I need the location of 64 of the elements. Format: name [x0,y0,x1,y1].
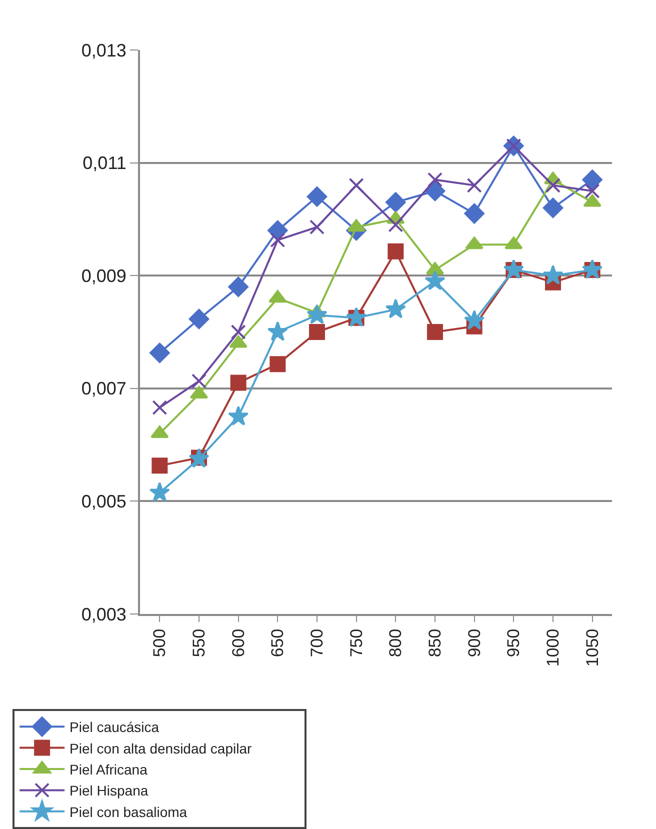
point [267,321,288,341]
point [152,458,168,474]
x-tick-label: 1000 [544,628,563,667]
point [188,308,210,330]
point [150,426,169,438]
x-tick-label: 700 [308,628,327,658]
point [149,482,170,502]
point [306,304,328,324]
point [386,192,406,212]
point [229,335,248,348]
point [546,178,560,193]
x-tick-label: 750 [346,628,366,658]
point [310,220,324,235]
point [464,203,484,224]
point [309,324,325,340]
point [230,324,246,340]
point [306,186,328,207]
point [464,310,485,330]
point [583,194,602,207]
y-tick-label: 0,005 [81,492,126,512]
point [584,184,600,198]
y-tick-label: 0,011 [82,153,126,174]
x-tick-label: 600 [228,628,248,658]
point [427,324,443,340]
point [270,356,286,372]
y-tick-label: 0,007 [81,378,126,399]
x-tick-label: 950 [504,628,524,658]
point [228,276,248,297]
legend-label: Piel con alta densidad capilar [70,740,252,756]
x-tick-label: 900 [464,628,484,658]
x-tick-label: 800 [386,628,406,658]
point [465,236,484,250]
point [385,298,406,318]
point [150,342,170,363]
y-tick-label: 0,013 [81,40,126,60]
x-tick-label: 850 [426,628,445,658]
point [542,198,564,218]
point [152,400,168,416]
point [582,170,602,190]
y-tick-label: 0,009 [81,266,126,286]
point [504,236,523,250]
legend-label: Piel con basalioma [70,804,188,820]
x-tick-label: 500 [150,628,170,658]
y-tick-label: 0,003 [81,604,126,624]
point [230,374,246,391]
point [428,172,442,188]
point [388,217,404,232]
x-tick-label: 1050 [582,628,602,667]
point [466,178,482,193]
x-tick-label: 550 [190,628,209,658]
legend-label: Piel caucásica [70,719,160,736]
x-tick-label: 650 [268,628,288,658]
point [388,243,404,260]
legend-label: Piel Hispana [70,782,148,799]
legend-label: Piel Africana [70,761,148,778]
point [270,232,286,248]
point [424,180,446,202]
point [542,264,564,285]
point [192,374,206,389]
point [268,290,287,303]
point [228,406,249,426]
point [348,178,364,193]
point [347,219,366,232]
point [424,270,446,290]
